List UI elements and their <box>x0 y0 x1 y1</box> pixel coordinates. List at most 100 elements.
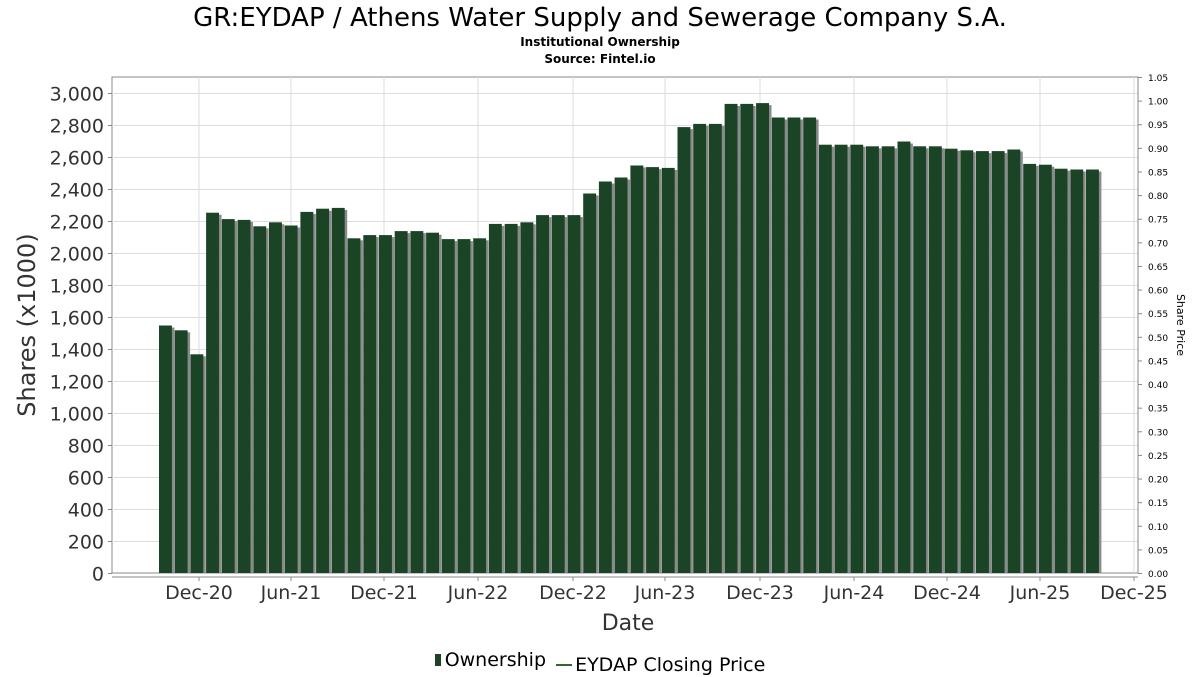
ownership-bar <box>583 193 597 573</box>
x-tick-label: Jun-22 <box>447 582 509 604</box>
y2-tick-label: 1.05 <box>1148 74 1168 84</box>
y2-tick-label: 1.00 <box>1148 98 1168 108</box>
y2-tick-label: 0.05 <box>1148 546 1168 556</box>
x-axis-title: Date <box>602 611 655 636</box>
legend-label-ownership: Ownership <box>444 649 547 671</box>
y-tick-label: 1,400 <box>50 340 104 362</box>
ownership-bar <box>740 103 754 574</box>
ownership-bar <box>379 235 392 573</box>
x-tick-label: Jun-25 <box>1009 582 1071 604</box>
ownership-bar <box>206 212 219 573</box>
y-tick-label: 600 <box>68 468 104 490</box>
y2-tick-label: 0.45 <box>1148 357 1168 367</box>
x-tick-label: Dec-20 <box>165 582 233 604</box>
y-axis-title: Shares (x1000) <box>13 233 41 416</box>
ownership-bar <box>331 207 345 573</box>
chart-source: Source: Fintel.io <box>544 52 656 66</box>
ownership-bar <box>708 123 722 574</box>
ownership-bar <box>441 239 455 573</box>
ownership-bar <box>363 235 377 573</box>
y2-tick-label: 0.20 <box>1148 476 1168 486</box>
ownership-bar <box>614 177 628 573</box>
ownership-bar <box>1070 169 1084 573</box>
y2-tick-label: 0.35 <box>1148 405 1168 415</box>
ownership-bar <box>237 219 251 573</box>
y2-tick-label: 0.55 <box>1148 310 1168 320</box>
y-tick-label: 400 <box>68 500 104 522</box>
ownership-bar <box>756 103 769 573</box>
y-tick-label: 1,000 <box>50 404 104 426</box>
y2-tick-label: 0.70 <box>1148 239 1168 249</box>
ownership-bar <box>913 146 927 574</box>
chart-legend: Ownership EYDAP Closing Price <box>0 648 1200 677</box>
y2-tick-label: 0.95 <box>1148 121 1168 131</box>
x-tick-label: Dec-24 <box>913 582 981 604</box>
y2-tick-label: 0.40 <box>1148 381 1168 391</box>
ownership-bar <box>174 330 188 573</box>
y2-tick-label: 0.10 <box>1148 523 1168 533</box>
y2-tick-label: 0.50 <box>1148 334 1168 344</box>
legend-item-price: EYDAP Closing Price <box>556 653 765 677</box>
ownership-bar <box>426 232 439 573</box>
y-tick-label: 2,800 <box>50 116 104 138</box>
y2-axis-title: Share Price <box>1174 294 1187 356</box>
y-tick-label: 0 <box>92 564 104 586</box>
x-tick-label: Dec-21 <box>350 582 418 604</box>
ownership-bar <box>300 211 314 573</box>
ownership-bar <box>630 165 644 573</box>
x-tick-label: Dec-22 <box>539 582 607 604</box>
legend-label-price: EYDAP Closing Price <box>575 654 766 676</box>
ownership-bar <box>520 222 534 574</box>
ownership-bar <box>1007 149 1021 573</box>
y-tick-label: 800 <box>68 436 104 458</box>
ownership-bar <box>960 150 974 574</box>
chart-title: GR:EYDAP / Athens Water Supply and Sewer… <box>193 3 1007 33</box>
x-tick-label: Jun-24 <box>823 582 885 604</box>
ownership-bar <box>536 215 549 573</box>
chart-subtitle: Institutional Ownership <box>520 35 680 49</box>
ownership-bar <box>991 151 1005 573</box>
y2-tick-label: 0.80 <box>1148 192 1168 202</box>
ownership-bar <box>394 231 408 573</box>
x-tick-label: Dec-25 <box>1100 582 1168 604</box>
ownership-bar <box>551 215 565 573</box>
y2-tick-label: 0.60 <box>1148 287 1168 297</box>
y-tick-label: 3,000 <box>50 84 104 106</box>
x-tick-label: Dec-23 <box>726 582 794 604</box>
ownership-bar <box>159 325 172 573</box>
ownership-bar <box>1054 168 1068 573</box>
y-tick-label: 1,200 <box>50 372 104 394</box>
ownership-bar <box>457 239 471 573</box>
y-tick-label: 2,600 <box>50 148 104 170</box>
ownership-bar <box>1038 164 1052 573</box>
ownership-bar <box>818 144 832 573</box>
y2-tick-label: 0.75 <box>1148 216 1168 226</box>
y-tick-label: 2,000 <box>50 244 104 266</box>
ownership-bar <box>253 226 267 574</box>
price-line-swatch <box>556 664 573 666</box>
ownership-bar <box>1086 169 1099 573</box>
ownership-bar <box>646 167 659 573</box>
y-tick-label: 200 <box>68 532 104 554</box>
ownership-bar <box>410 231 424 573</box>
ownership-bar <box>944 148 958 573</box>
ownership-bar <box>598 181 612 573</box>
ownership-bar <box>661 167 675 573</box>
legend-item-ownership: Ownership <box>434 648 547 672</box>
y-tick-label: 1,800 <box>50 276 104 298</box>
y-tick-label: 1,600 <box>50 308 104 330</box>
ownership-bar <box>771 117 785 573</box>
y2-tick-label: 0.65 <box>1148 263 1168 273</box>
y2-tick-label: 0.15 <box>1148 499 1168 509</box>
ownership-bar <box>928 146 942 574</box>
ownership-bar <box>269 222 282 574</box>
ownership-bar <box>787 117 801 573</box>
ownership-bar <box>834 144 848 573</box>
ownership-bar <box>221 219 235 573</box>
y2-tick-label: 0.00 <box>1148 570 1168 580</box>
ownership-bar <box>347 238 361 574</box>
ownership-bar <box>976 151 989 573</box>
ownership-bar <box>866 146 879 574</box>
y-tick-label: 2,200 <box>50 212 104 234</box>
